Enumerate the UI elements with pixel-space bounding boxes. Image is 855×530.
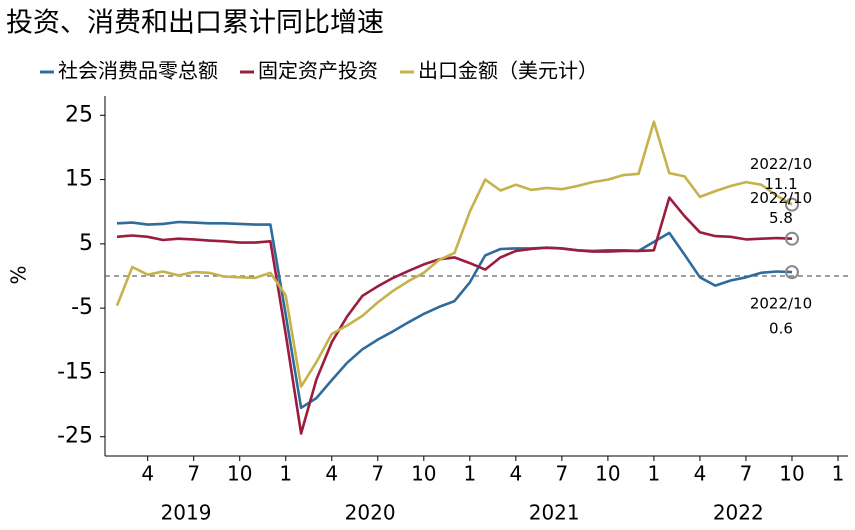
x-tick-label: 7 [740, 462, 753, 486]
x-tick-label: 7 [556, 462, 569, 486]
y-tick-label: 25 [65, 102, 93, 127]
y-tick-label: -15 [57, 359, 93, 384]
annotation-value: 11.1 [764, 175, 797, 193]
year-label: 2019 [161, 501, 212, 525]
legend-label: 出口金额（美元计） [418, 59, 598, 83]
y-tick-label: -25 [57, 424, 93, 449]
x-tick-label: 10 [411, 462, 436, 486]
legend-label: 固定资产投资 [258, 59, 378, 83]
annotation-value: 5.8 [769, 209, 793, 227]
y-tick-label: 5 [79, 231, 93, 256]
series-line [115, 120, 793, 388]
series-line [116, 220, 793, 410]
x-tick-label: 1 [463, 462, 476, 486]
x-tick-label: 10 [779, 462, 804, 486]
x-tick-label: 4 [509, 462, 522, 486]
y-tick-label: 15 [65, 167, 93, 192]
y-axis-label: % [7, 265, 31, 284]
year-label: 2020 [345, 501, 396, 525]
annotation-value: 0.6 [769, 320, 793, 338]
annotation-marker [784, 231, 799, 246]
annotation-marker [784, 265, 799, 280]
year-label: 2022 [713, 501, 764, 525]
year-label: 2021 [529, 501, 580, 525]
x-tick-label: 4 [325, 462, 338, 486]
annotation-marker [784, 197, 799, 212]
chart-title: 投资、消费和出口累计同比增速 [6, 8, 384, 39]
annotation-date: 2022/10 [750, 155, 812, 173]
x-tick-label: 7 [371, 462, 384, 486]
x-tick-label: 4 [694, 462, 707, 486]
legend-label: 社会消费品零总额 [58, 59, 218, 83]
x-tick-label: 1 [279, 462, 292, 486]
annotation-date: 2022/10 [750, 189, 812, 207]
x-tick-label: 7 [187, 462, 200, 486]
x-tick-label: 1 [648, 462, 661, 486]
y-tick-label: -5 [71, 295, 93, 320]
x-tick-label: 4 [141, 462, 154, 486]
annotation-date: 2022/10 [750, 295, 812, 313]
series-line [116, 196, 793, 435]
x-tick-label: 10 [227, 462, 252, 486]
x-tick-label: 1 [832, 462, 845, 486]
x-tick-label: 10 [595, 462, 620, 486]
